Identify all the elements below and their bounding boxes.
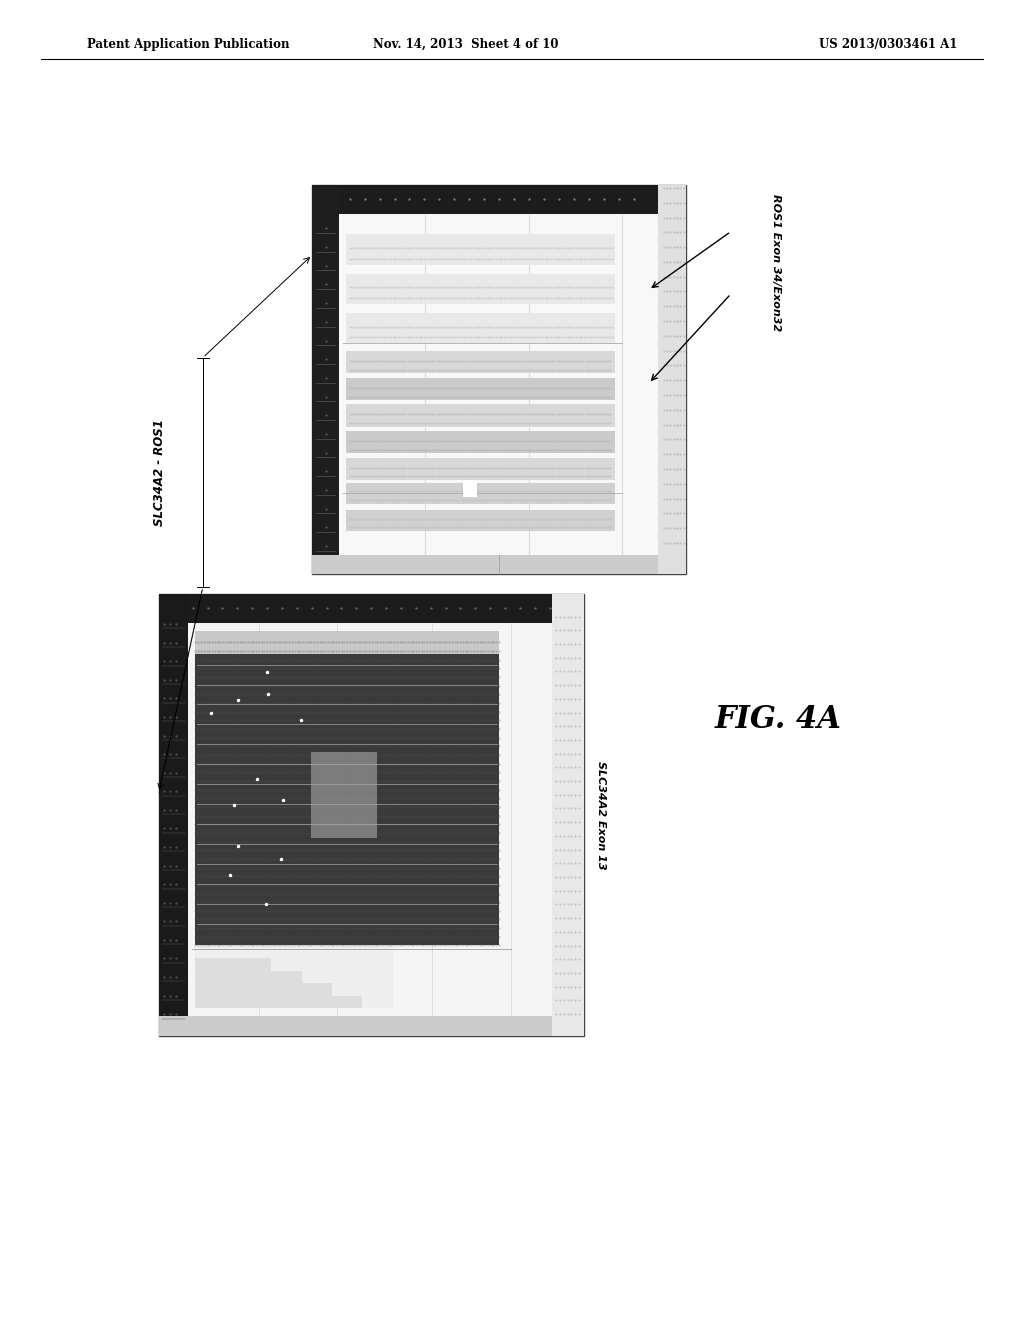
Text: ROS1 Exon 34/Exon32: ROS1 Exon 34/Exon32 [771, 194, 780, 331]
Bar [346, 313, 615, 343]
Bar [346, 511, 615, 531]
Bar [159, 594, 584, 1036]
Bar [159, 594, 584, 623]
Bar [187, 623, 582, 1016]
Bar [346, 404, 615, 426]
Bar [312, 554, 686, 574]
Bar [196, 970, 302, 1008]
Bar [346, 351, 615, 374]
Bar [310, 752, 378, 838]
Bar [464, 479, 477, 496]
Bar [196, 995, 362, 1008]
Bar [159, 594, 187, 1036]
Text: US 2013/0303461 A1: US 2013/0303461 A1 [819, 38, 957, 50]
Bar [159, 1016, 584, 1036]
Bar [346, 458, 615, 479]
Bar [552, 594, 584, 1036]
Bar [346, 483, 615, 504]
Bar [312, 185, 686, 574]
Text: FIG. 4A: FIG. 4A [715, 704, 842, 735]
Bar [346, 273, 615, 305]
Text: Nov. 14, 2013  Sheet 4 of 10: Nov. 14, 2013 Sheet 4 of 10 [373, 38, 559, 50]
Bar [196, 958, 271, 1008]
Bar [339, 214, 684, 554]
Bar [312, 185, 339, 574]
Bar [196, 945, 392, 1008]
Bar [346, 432, 615, 453]
Bar [346, 378, 615, 400]
Text: Patent Application Publication: Patent Application Publication [87, 38, 290, 50]
Bar [312, 185, 686, 214]
Text: SLC34A2 Exon 13: SLC34A2 Exon 13 [596, 760, 605, 870]
Bar [196, 983, 332, 1008]
Bar [658, 185, 686, 574]
Bar [346, 235, 615, 265]
Bar [196, 631, 499, 655]
Bar [196, 639, 499, 945]
Text: SLC34A2 - ROS1: SLC34A2 - ROS1 [154, 420, 166, 525]
